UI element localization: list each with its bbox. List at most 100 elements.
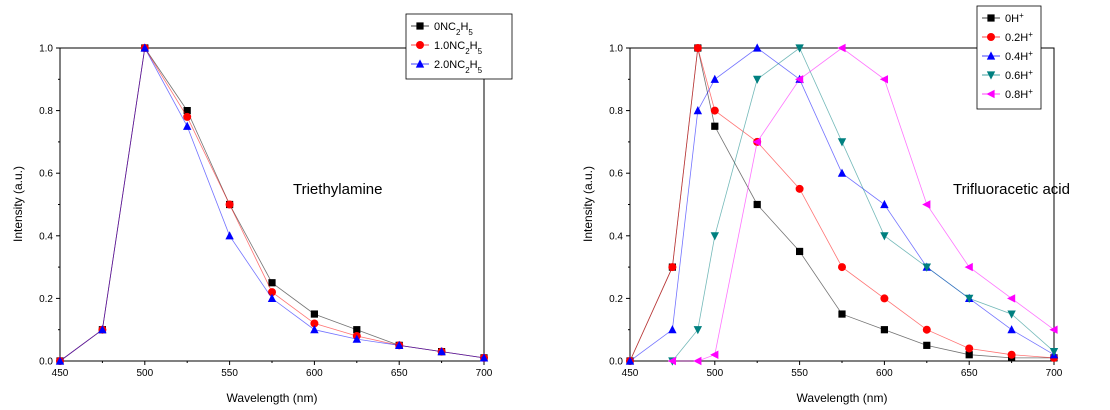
data-point xyxy=(1007,350,1016,359)
trifluoroacetic-acid-chart: Wavelength (nm) Intensity (a.u.) Trifluo… xyxy=(581,5,1070,405)
data-point xyxy=(353,326,361,334)
data-point xyxy=(753,200,761,209)
axis-ticks: 450 500 550 600 650 700 0.0 0.2 0.4 0.6 0.8 1.0 xyxy=(609,44,1063,380)
data-point xyxy=(753,75,762,84)
data-point xyxy=(267,293,277,302)
data-point xyxy=(183,112,192,121)
data-point xyxy=(225,200,234,209)
series-layer xyxy=(625,43,1059,366)
data-point xyxy=(310,325,319,334)
x-tick-label: 700 xyxy=(1046,368,1063,379)
x-tick-label: 450 xyxy=(622,368,639,379)
y-axis-label: Intensity (a.u.) xyxy=(11,166,25,242)
annotation-label: Triethylamine xyxy=(293,181,382,198)
data-point xyxy=(880,232,889,241)
data-point xyxy=(667,356,676,366)
series-layer xyxy=(55,43,489,365)
legend-label: 0.4H+ xyxy=(1005,49,1033,64)
x-tick-label: 550 xyxy=(791,368,808,379)
data-point xyxy=(395,340,404,349)
legend-label: 0.8H+ xyxy=(1005,87,1033,102)
y-tick-label: 0.2 xyxy=(609,294,623,305)
data-point xyxy=(795,184,804,193)
legend-marker xyxy=(416,22,424,30)
data-point xyxy=(710,350,719,359)
data-point xyxy=(710,232,719,241)
data-point xyxy=(838,263,846,272)
legend-label: 0NC2H5 xyxy=(434,21,473,37)
series-2 xyxy=(55,43,489,365)
data-point xyxy=(98,325,107,334)
data-point xyxy=(838,310,846,318)
series-4 xyxy=(667,43,1058,366)
data-point xyxy=(479,353,489,362)
x-tick-label: 600 xyxy=(876,368,893,379)
x-tick-label: 700 xyxy=(476,368,493,379)
data-point xyxy=(965,351,973,359)
plot-frame xyxy=(59,47,485,362)
legend-item: 0.2H+ xyxy=(982,30,1033,44)
data-point xyxy=(922,325,931,334)
legend-box xyxy=(976,5,1042,110)
legend-item: 1.0NC2H5 xyxy=(411,40,483,56)
data-point xyxy=(140,43,149,52)
data-point xyxy=(880,326,888,334)
data-point xyxy=(710,74,719,83)
data-point xyxy=(752,137,761,147)
data-point xyxy=(183,121,192,130)
data-point xyxy=(352,334,361,343)
y-tick-label: 0.4 xyxy=(609,231,623,242)
legend-marker xyxy=(986,51,996,60)
x-tick-label: 650 xyxy=(391,368,408,379)
data-point xyxy=(268,279,276,287)
y-tick-label: 0.8 xyxy=(39,106,53,117)
legend: 0NC2H5 1.0NC2H5 2.0NC2H5 xyxy=(405,13,513,80)
data-point xyxy=(310,310,318,318)
series-line xyxy=(629,47,1055,362)
data-point xyxy=(1007,294,1016,303)
x-tick-label: 500 xyxy=(706,368,723,379)
data-point xyxy=(268,288,276,297)
legend-marker xyxy=(987,33,995,41)
data-point xyxy=(668,325,677,334)
legend-label: 2.0NC2H5 xyxy=(434,59,483,75)
legend-label: 1.0NC2H5 xyxy=(434,40,483,56)
data-point xyxy=(965,344,974,353)
legend-item: 0.8H+ xyxy=(982,87,1033,102)
triethylamine-chart: Wavelength (nm) Intensity (a.u.) Triethy… xyxy=(11,13,513,405)
series-line xyxy=(629,47,1055,362)
legend-marker xyxy=(987,14,995,22)
data-point xyxy=(796,247,804,256)
data-point xyxy=(183,107,191,115)
data-point xyxy=(1007,310,1016,319)
data-point xyxy=(879,75,888,84)
data-point xyxy=(310,319,319,328)
data-point xyxy=(693,326,703,335)
legend-marker xyxy=(986,89,995,99)
legend-marker xyxy=(415,59,425,68)
data-point xyxy=(795,44,804,53)
series-line xyxy=(59,46,485,362)
y-tick-label: 1.0 xyxy=(39,44,53,55)
legend-item: 0.6H+ xyxy=(982,68,1033,82)
data-point xyxy=(437,347,446,356)
series-3 xyxy=(668,44,1059,366)
data-point xyxy=(922,200,931,209)
legend-item: 0NC2H5 xyxy=(411,21,473,37)
data-point xyxy=(55,356,65,365)
y-tick-label: 0.6 xyxy=(39,169,53,180)
x-tick-label: 600 xyxy=(306,368,323,379)
data-point xyxy=(795,75,804,84)
data-point xyxy=(693,106,703,115)
legend-marker xyxy=(416,41,424,49)
data-point xyxy=(668,263,677,272)
x-axis-label: Wavelength (nm) xyxy=(797,391,888,405)
data-point xyxy=(837,168,847,177)
data-point xyxy=(923,341,931,349)
legend-item: 2.0NC2H5 xyxy=(411,59,483,75)
data-point xyxy=(693,356,702,366)
data-point xyxy=(1007,325,1016,334)
data-point xyxy=(225,231,234,240)
y-tick-label: 0.0 xyxy=(609,357,623,368)
data-point xyxy=(965,294,974,303)
